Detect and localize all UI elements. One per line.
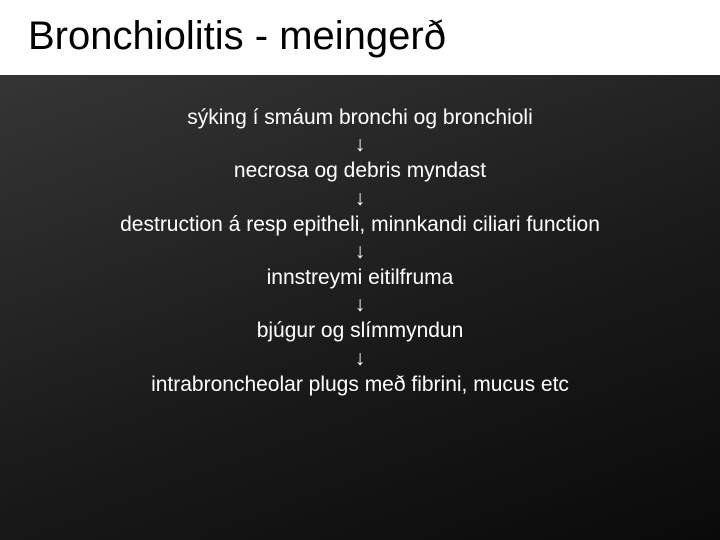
step-text: necrosa og debris myndast — [0, 156, 720, 186]
step-text: innstreymi eitilfruma — [0, 263, 720, 293]
down-arrow-icon: ↓ — [0, 240, 720, 263]
slide-title: Bronchiolitis - meingerð — [28, 14, 692, 59]
title-bar: Bronchiolitis - meingerð — [0, 0, 720, 75]
down-arrow-icon: ↓ — [0, 293, 720, 316]
down-arrow-icon: ↓ — [0, 347, 720, 370]
step-text: intrabroncheolar plugs með fibrini, mucu… — [0, 370, 720, 400]
down-arrow-icon: ↓ — [0, 187, 720, 210]
step-text: bjúgur og slímmyndun — [0, 316, 720, 346]
step-text: sýking í smáum bronchi og bronchioli — [0, 103, 720, 133]
step-text: destruction á resp epitheli, minnkandi c… — [0, 210, 720, 240]
slide-content: sýking í smáum bronchi og bronchioli ↓ n… — [0, 75, 720, 400]
down-arrow-icon: ↓ — [0, 133, 720, 156]
slide: Bronchiolitis - meingerð sýking í smáum … — [0, 0, 720, 540]
